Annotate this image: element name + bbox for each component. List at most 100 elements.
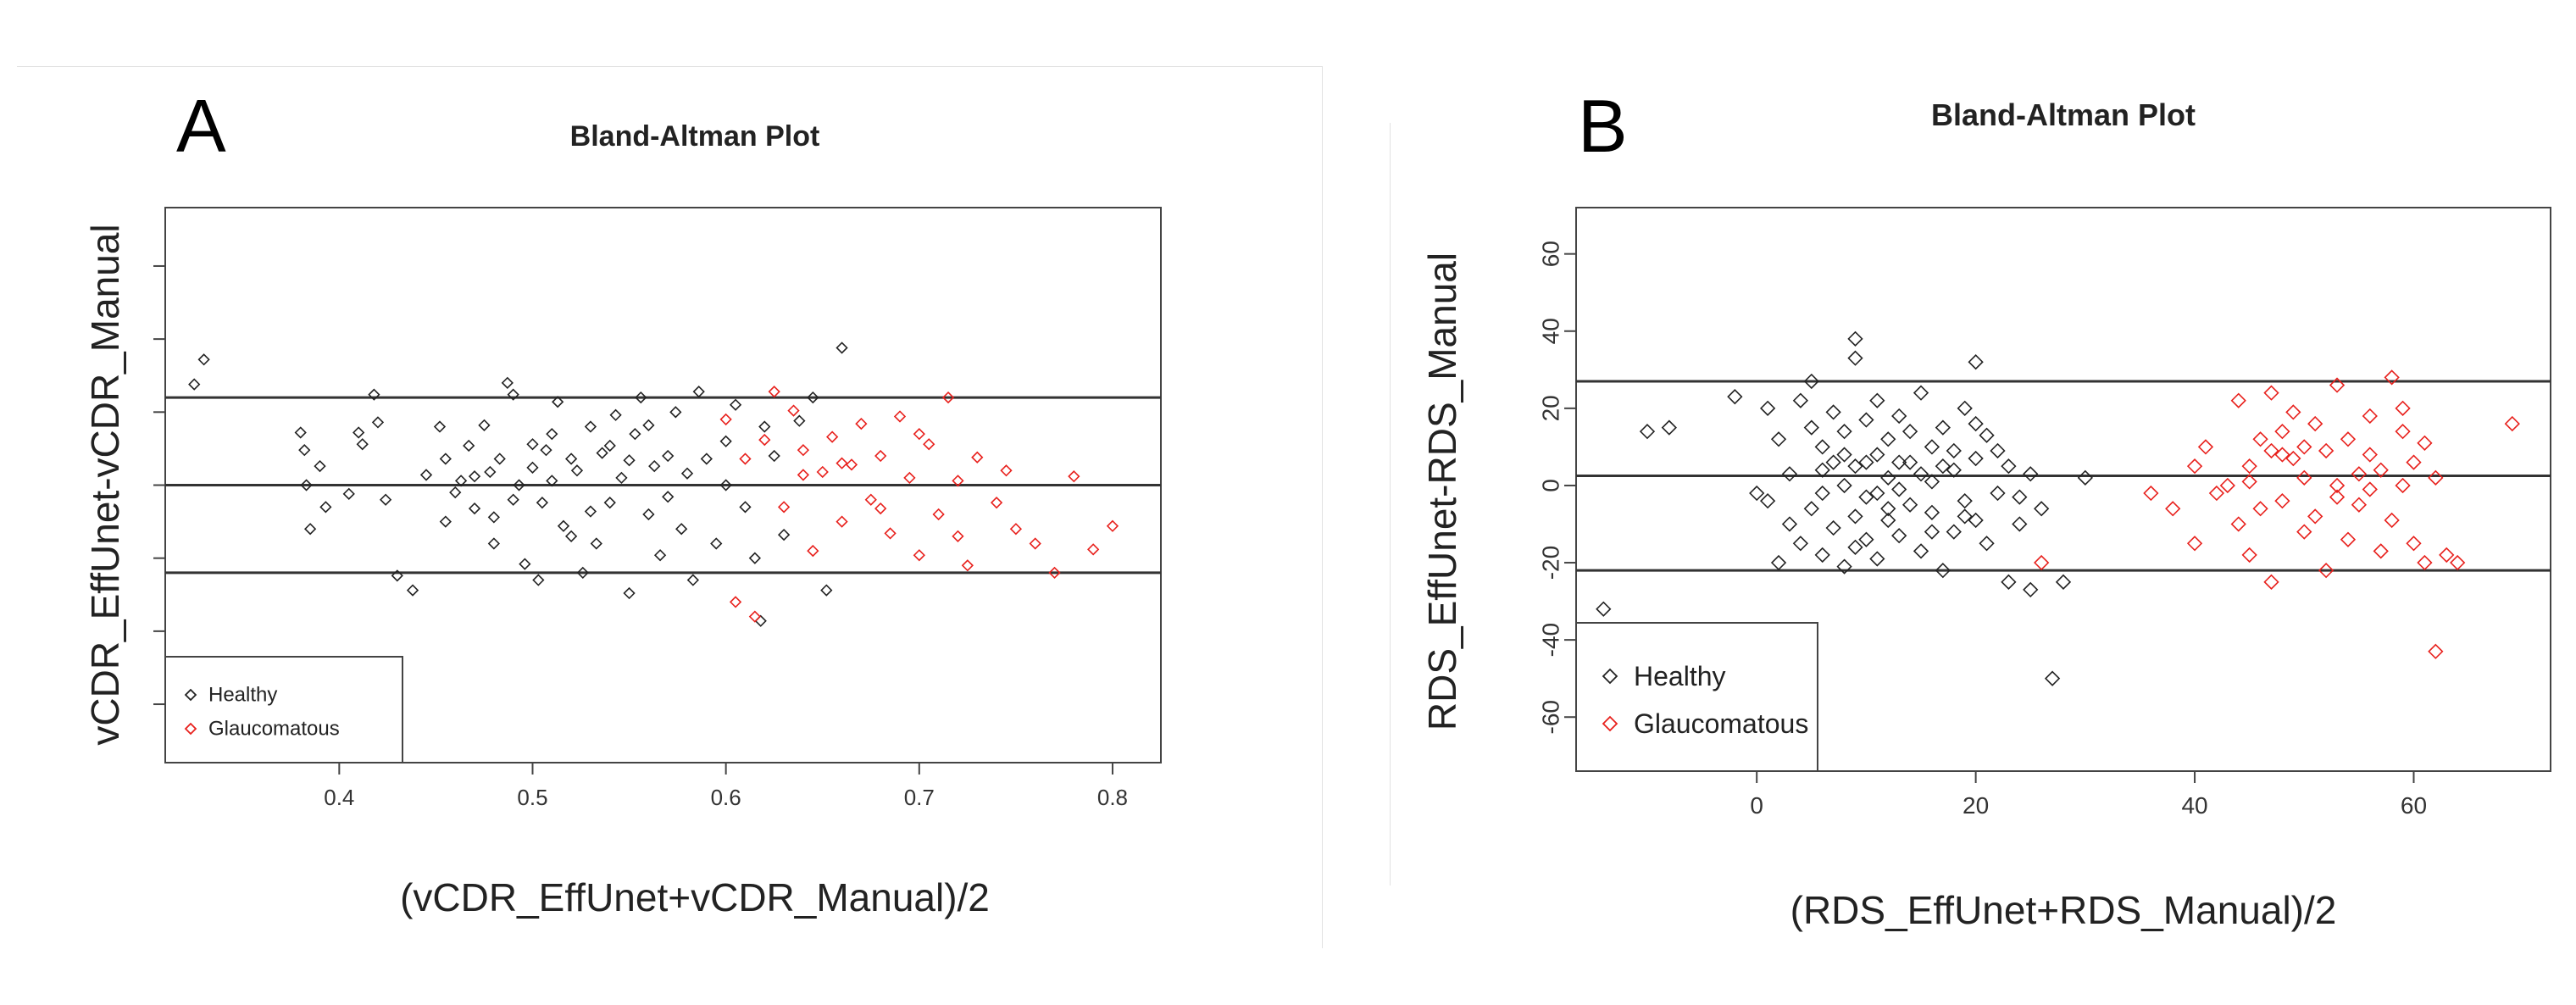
data-point-healthy [300, 479, 313, 491]
data-point-glaucomatous [941, 391, 955, 404]
data-point-healthy [623, 454, 636, 467]
data-point-glaucomatous [2329, 477, 2346, 494]
legend-box [1575, 622, 1818, 772]
data-point-glaucomatous [2406, 536, 2422, 552]
data-point-healthy [642, 508, 655, 521]
data-point-healthy [584, 505, 597, 518]
data-point-glaucomatous [2274, 424, 2290, 440]
legend-marker-healthy [184, 688, 197, 702]
data-point-healthy [1825, 404, 1841, 420]
data-point-healthy [615, 471, 628, 485]
data-point-healthy [1803, 419, 1819, 436]
data-point-glaucomatous [787, 404, 800, 417]
y-tick-label: 60 [1538, 241, 1564, 267]
data-point-healthy [1749, 485, 1765, 502]
x-tick-label: 0.6 [711, 785, 741, 810]
data-point-healthy [557, 519, 570, 532]
data-point-healthy [1596, 601, 1612, 617]
data-point-healthy [1759, 400, 1776, 416]
data-point-healthy [570, 464, 584, 477]
data-point-glaucomatous [2296, 439, 2312, 455]
data-point-healthy [1924, 524, 1940, 540]
data-point-healthy [353, 426, 365, 439]
legend-marker-glaucomatous [184, 722, 197, 736]
data-point-healthy [1957, 400, 1973, 416]
data-point-glaucomatous [2285, 450, 2301, 467]
data-point-healthy [1858, 531, 1874, 547]
data-point-glaucomatous [836, 457, 848, 469]
data-point-healthy [1847, 350, 1863, 366]
data-point-healthy [1847, 539, 1863, 555]
data-point-healthy [1858, 454, 1874, 470]
data-point-glaucomatous [1048, 566, 1061, 580]
data-point-healthy [507, 493, 519, 506]
data-point-healthy [1880, 512, 1896, 529]
data-point-healthy [1913, 543, 1929, 559]
data-point-healthy [590, 537, 602, 550]
data-point-healthy [463, 439, 475, 453]
data-point-healthy [635, 391, 647, 404]
data-point-healthy [536, 497, 549, 509]
legend-label-healthy: Healthy [1634, 661, 1726, 691]
data-point-healthy [2023, 466, 2039, 482]
data-point-healthy [680, 467, 694, 480]
data-point-healthy [1946, 462, 1962, 478]
data-point-healthy [603, 497, 616, 509]
x-tick-label: 40 [2181, 792, 2207, 819]
data-point-healthy [439, 515, 452, 528]
data-point-healthy [1759, 493, 1776, 509]
data-point-glaucomatous [2307, 508, 2323, 525]
data-point-glaucomatous [2307, 415, 2323, 432]
data-point-glaucomatous [2395, 400, 2411, 416]
data-point-healthy [603, 439, 616, 453]
data-point-glaucomatous [2230, 516, 2246, 532]
data-point-healthy [1913, 385, 1929, 401]
data-point-glaucomatous [2428, 643, 2444, 659]
data-point-glaucomatous [2351, 497, 2368, 513]
data-point-glaucomatous [1029, 537, 1041, 550]
data-point-glaucomatous [1087, 543, 1100, 556]
x-tick-label: 60 [2401, 792, 2427, 819]
data-point-glaucomatous [758, 433, 771, 447]
data-point-healthy [1935, 419, 1951, 436]
data-point-glaucomatous [2417, 435, 2433, 451]
series-healthy [1596, 330, 2093, 686]
data-point-healthy [493, 453, 506, 465]
data-point-healthy [303, 523, 317, 536]
legend-label-glaucomatous: Glaucomatous [208, 718, 340, 741]
chart-title: Bland-Altman Plot [1931, 97, 2196, 132]
y-tick-label: 20 [1538, 395, 1564, 421]
data-point-glaucomatous [2439, 547, 2455, 564]
legend-label-healthy: Healthy [208, 684, 277, 707]
data-point-healthy [1858, 489, 1874, 505]
data-point-healthy [2023, 581, 2039, 598]
data-point-glaucomatous [2143, 485, 2159, 502]
data-point-healthy [371, 416, 385, 429]
data-point-healthy [692, 386, 705, 398]
data-point-healthy [298, 444, 311, 457]
data-point-healthy [1968, 415, 1984, 432]
x-tick-label: 0 [1750, 792, 1763, 819]
data-point-healthy [1825, 519, 1841, 536]
data-point-healthy [1858, 412, 1874, 428]
data-point-healthy [546, 428, 558, 441]
data-point-glaucomatous [2362, 481, 2378, 497]
data-point-healthy [1803, 373, 1819, 390]
data-point-healthy [342, 487, 355, 500]
data-point-glaucomatous [807, 544, 819, 558]
data-point-healthy [478, 419, 491, 431]
data-point-healthy [623, 586, 636, 600]
chart-b: Bland-Altman Plot 0 20 40 60 -60 -40 -20 0 20 40 60… [1420, 97, 2551, 932]
data-point-healthy [314, 459, 326, 473]
data-point-glaucomatous [855, 417, 868, 430]
data-point-healthy [662, 449, 675, 463]
data-point-glaucomatous [884, 527, 897, 540]
data-point-healthy [1924, 474, 1940, 490]
data-point-healthy [820, 584, 833, 597]
data-point-healthy [1781, 466, 1798, 482]
data-point-glaucomatous [797, 469, 810, 481]
data-point-glaucomatous [2373, 543, 2389, 559]
data-point-healthy [1847, 458, 1863, 475]
data-point-healthy [642, 419, 655, 431]
